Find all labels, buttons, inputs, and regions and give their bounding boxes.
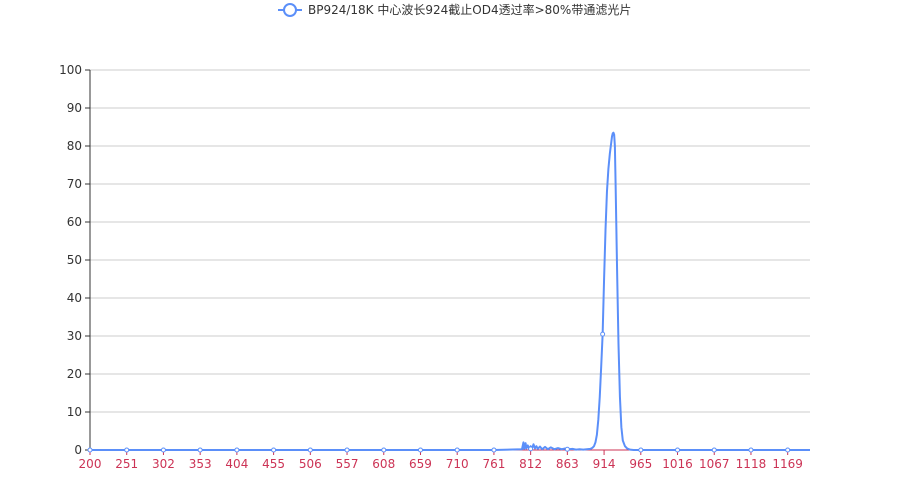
y-tick-label: 70 [67,177,82,191]
x-tick-label: 710 [446,457,469,471]
data-point[interactable] [87,447,93,453]
y-tick-label: 0 [74,443,82,457]
data-point[interactable] [564,446,570,452]
data-point[interactable] [711,447,717,453]
y-tick-label: 100 [59,63,82,77]
data-point[interactable] [160,447,166,453]
x-tick-label: 455 [262,457,285,471]
y-tick-label: 30 [67,329,82,343]
y-tick-label: 60 [67,215,82,229]
data-point[interactable] [748,447,754,453]
y-tick-label: 10 [67,405,82,419]
x-tick-label: 965 [629,457,652,471]
y-tick-label: 90 [67,101,82,115]
y-tick-label: 80 [67,139,82,153]
data-point[interactable] [638,447,644,453]
y-tick-label: 20 [67,367,82,381]
x-tick-label: 200 [79,457,102,471]
legend-label: BP924/18K 中心波长924截止OD4透过率>80%带通滤光片 [308,2,631,17]
grid-lines [90,69,810,413]
x-tick-label: 1169 [772,457,803,471]
y-tick-label: 40 [67,291,82,305]
data-point[interactable] [454,447,460,453]
plot-area [87,131,810,453]
data-point[interactable] [600,331,606,337]
data-point[interactable] [675,447,681,453]
x-axis: 200 251 302 353 404 455 506 557 608 659 710 761 812 8… [79,449,810,471]
data-point[interactable] [491,447,497,453]
series-line [90,131,810,451]
x-tick-label: 659 [409,457,432,471]
data-point[interactable] [124,447,130,453]
x-tick-label: 812 [519,457,542,471]
x-tick-label: 506 [299,457,322,471]
data-point[interactable] [381,447,387,453]
x-tick-label: 353 [189,457,212,471]
x-tick-label: 404 [225,457,248,471]
x-tick-label: 557 [336,457,359,471]
legend-marker-icon [283,3,297,17]
data-point[interactable] [307,447,313,453]
data-point[interactable] [528,446,534,452]
data-point[interactable] [271,447,277,453]
data-point[interactable] [417,447,423,453]
legend[interactable]: BP924/18K 中心波长924截止OD4透过率>80%带通滤光片 [278,2,631,17]
data-point[interactable] [785,447,791,453]
data-point[interactable] [234,447,240,453]
data-point[interactable] [197,447,203,453]
data-point[interactable] [344,447,350,453]
x-tick-label: 1067 [699,457,730,471]
y-tick-label: 50 [67,253,82,267]
x-tick-label: 608 [372,457,395,471]
x-tick-label: 1118 [736,457,767,471]
x-tick-label: 302 [152,457,175,471]
x-tick-label: 1016 [662,457,693,471]
x-tick-label: 863 [556,457,579,471]
x-tick-label: 251 [115,457,138,471]
y-axis: 0 10 20 30 40 50 60 70 80 90 100 [59,63,91,457]
x-tick-label: 761 [482,457,505,471]
x-tick-label: 914 [593,457,616,471]
